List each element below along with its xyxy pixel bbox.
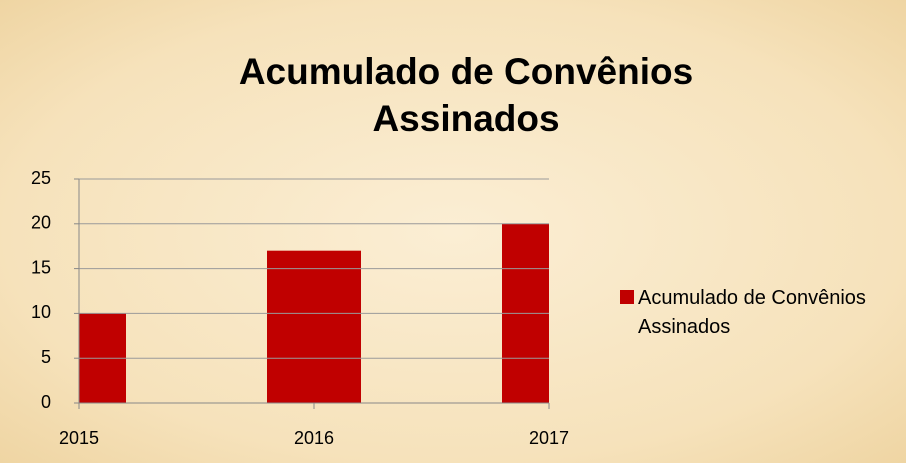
y-tick-label: 0 <box>41 392 51 412</box>
x-tick-label: 2016 <box>294 428 334 448</box>
y-tick-label: 10 <box>31 302 51 322</box>
chart-title: Acumulado de Convênios Assinados <box>238 51 694 139</box>
y-tick-label: 5 <box>41 347 51 367</box>
bar <box>267 250 361 403</box>
legend-label: Acumulado de Convênios Assinados <box>638 287 866 338</box>
x-tick-label: 2017 <box>529 428 569 448</box>
y-tick-label: 25 <box>31 168 51 188</box>
x-tick-label: 2015 <box>59 428 99 448</box>
legend-swatch <box>620 290 634 304</box>
y-tick-label: 15 <box>31 257 51 277</box>
y-tick-label: 20 <box>31 213 51 233</box>
